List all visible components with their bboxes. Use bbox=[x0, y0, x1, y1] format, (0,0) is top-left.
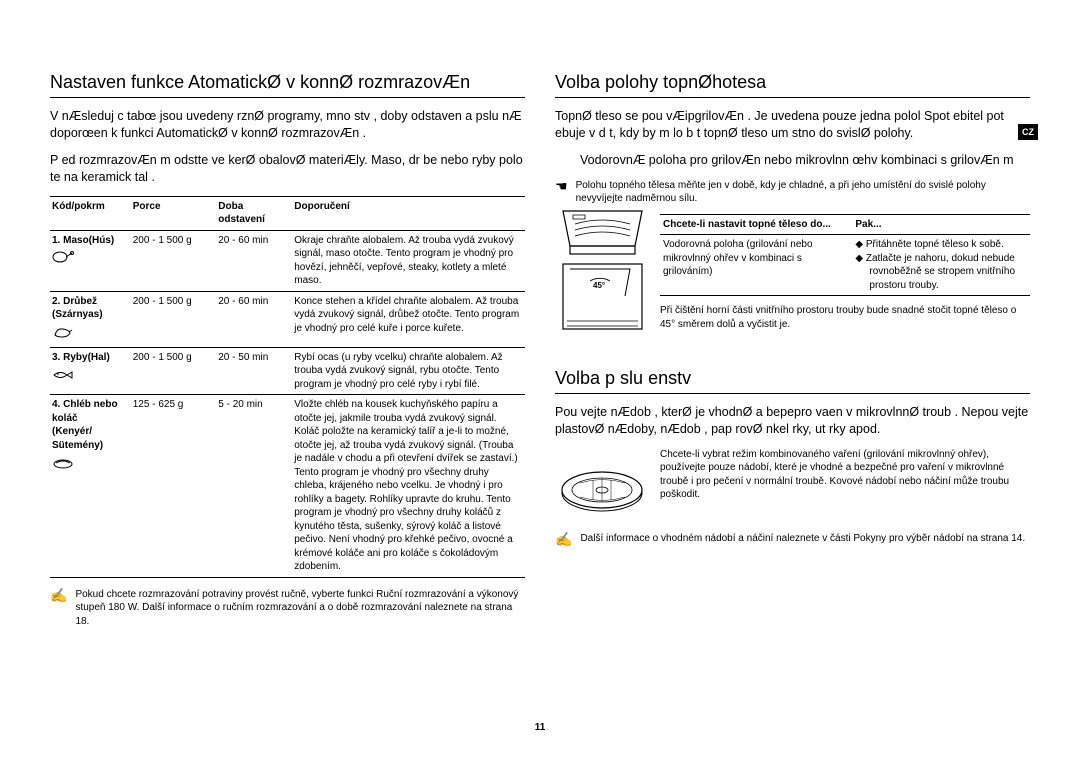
language-tab: CZ bbox=[1018, 124, 1038, 140]
right-heading-2: Volba p slu enstv bbox=[555, 366, 1030, 394]
table-row: 1. Maso(Hús) 200 - 1 500 g 20 - 60 min O… bbox=[50, 230, 525, 291]
pointer-note: ☚ Polohu topného tělesa měňte jen v době… bbox=[555, 179, 1030, 206]
col-rec: Doporučení bbox=[292, 196, 525, 230]
recommendation: Okraje chraňte alobalem. Až trouba vydá … bbox=[292, 230, 525, 291]
bird-icon bbox=[52, 325, 129, 344]
food-name: 1. Maso(Hús) bbox=[52, 235, 114, 246]
note-icon: ✍ bbox=[555, 532, 572, 546]
recommendation: Konce stehen a křídel chraňte alobalem. … bbox=[292, 291, 525, 347]
accessory-note-text: Další informace o vhodném nádobí a náčin… bbox=[580, 532, 1025, 546]
right-intro-1a: TopnØ tleso se pou vÆipgrilovÆn . Je uve… bbox=[555, 108, 1030, 142]
food-sub: (Kenyér/ Sütemény) bbox=[52, 426, 103, 451]
time: 20 - 60 min bbox=[216, 230, 292, 291]
time: 5 - 20 min bbox=[216, 395, 292, 578]
heater-col-1: Chcete-li nastavit topné těleso do... bbox=[660, 214, 852, 235]
portion: 125 - 625 g bbox=[131, 395, 217, 578]
portion: 200 - 1 500 g bbox=[131, 291, 217, 347]
food-sub: (Szárnyas) bbox=[52, 309, 103, 320]
col-portion: Porce bbox=[131, 196, 217, 230]
left-heading: Nastaven funkce AtomatickØ v konnØ rozmr… bbox=[50, 70, 525, 98]
fish-icon bbox=[52, 367, 129, 386]
right-column: Volba polohy topnØhotesa TopnØ tleso se … bbox=[555, 70, 1030, 628]
portion: 200 - 1 500 g bbox=[131, 347, 217, 395]
heater-cell-right: ◆ Přitáhněte topné těleso k sobě. ◆ Zatl… bbox=[852, 235, 1030, 296]
pointer-icon: ☚ bbox=[555, 179, 568, 206]
time: 20 - 60 min bbox=[216, 291, 292, 347]
meat-icon bbox=[52, 250, 129, 269]
recommendation: Rybí ocas (u ryby vcelku) chraňte alobal… bbox=[292, 347, 525, 395]
accessory-note: ✍ Další informace o vhodném nádobí a náč… bbox=[555, 532, 1030, 546]
table-row: 3. Ryby(Hal) 200 - 1 500 g 20 - 50 min R… bbox=[50, 347, 525, 395]
food-name: 4. Chléb nebo koláč bbox=[52, 399, 118, 424]
pointer-note-text: Polohu topného tělesa měňte jen v době, … bbox=[576, 179, 1030, 206]
table-row: 2. Drůbež (Szárnyas) 200 - 1 500 g 20 - … bbox=[50, 291, 525, 347]
note-text: Pokud chcete rozmrazování potraviny prov… bbox=[75, 588, 525, 629]
accessory-diagram bbox=[555, 448, 650, 523]
left-intro-2: P ed rozmrazovÆn m odstte ve kerØ obalov… bbox=[50, 152, 525, 186]
right-heading-1: Volba polohy topnØhotesa bbox=[555, 70, 1030, 98]
bread-icon bbox=[52, 455, 129, 474]
col-time: Doba odstavení bbox=[216, 196, 292, 230]
page-content: Nastaven funkce AtomatickØ v konnØ rozmr… bbox=[0, 0, 1080, 648]
right-intro-1b: VodorovnÆ poloha pro grilovÆn nebo mikro… bbox=[555, 152, 1030, 169]
angle-label: 45° bbox=[593, 281, 605, 290]
note-icon: ✍ bbox=[50, 588, 67, 629]
col-food: Kód/pokrm bbox=[50, 196, 131, 230]
right-intro-2: Pou vejte nÆdob , kterØ je vhodnØ a bepe… bbox=[555, 404, 1030, 438]
left-column: Nastaven funkce AtomatickØ v konnØ rozmr… bbox=[50, 70, 525, 628]
accessory-row: Chcete-li vybrat režim kombinovaného vař… bbox=[555, 448, 1030, 523]
food-name: 2. Drůbež bbox=[52, 296, 97, 307]
time: 20 - 50 min bbox=[216, 347, 292, 395]
table-row: 4. Chléb nebo koláč (Kenyér/ Sütemény) 1… bbox=[50, 395, 525, 578]
portion: 200 - 1 500 g bbox=[131, 230, 217, 291]
oven-diagram: 45° bbox=[555, 206, 650, 341]
food-name: 3. Ryby(Hal) bbox=[52, 352, 110, 363]
heater-col-2: Pak... bbox=[852, 214, 1030, 235]
page-number: 11 bbox=[535, 722, 546, 733]
recommendation: Vložte chléb na kousek kuchyňského papír… bbox=[292, 395, 525, 578]
defrost-table: Kód/pokrm Porce Doba odstavení Doporučen… bbox=[50, 196, 525, 578]
accessory-text: Chcete-li vybrat režim kombinovaného vař… bbox=[660, 448, 1030, 523]
left-note: ✍ Pokud chcete rozmrazování potraviny pr… bbox=[50, 588, 525, 629]
cleaning-note: Při čištění horní části vnitřního prosto… bbox=[660, 304, 1030, 331]
heater-table: Chcete-li nastavit topné těleso do... Pa… bbox=[660, 214, 1030, 297]
heater-cell-left: Vodorovná poloha (grilování nebo mikrovl… bbox=[660, 235, 852, 296]
left-intro-1: V nÆsleduj c tabœ jsou uvedeny rznØ prog… bbox=[50, 108, 525, 142]
